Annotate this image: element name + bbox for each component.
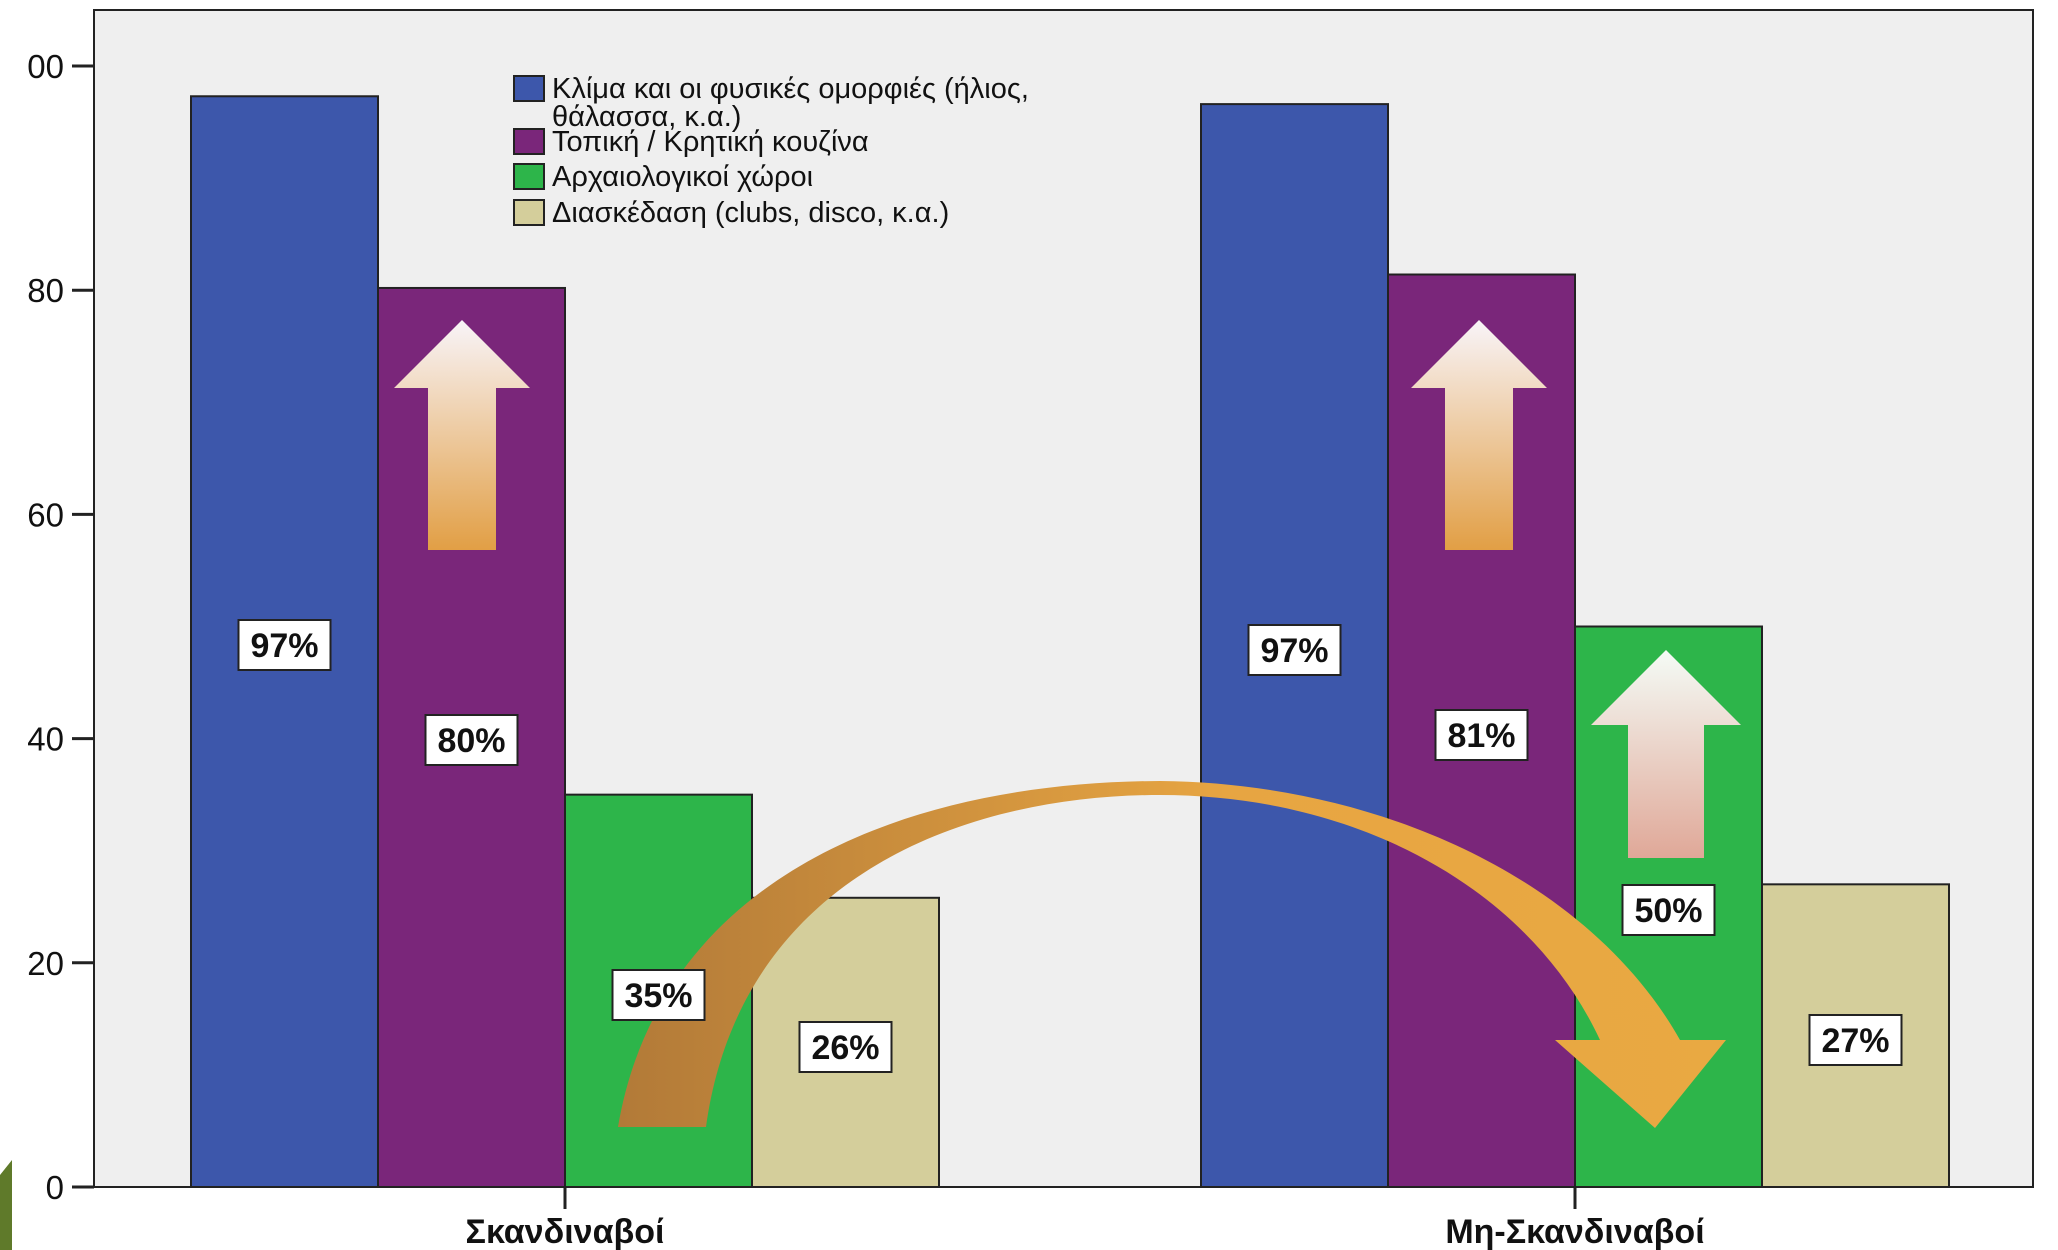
data-label: 97%: [1260, 632, 1328, 670]
y-tick-label: 20: [27, 945, 64, 982]
data-label-box: [798, 1021, 893, 1073]
data-label: 27%: [1821, 1022, 1889, 1060]
up-arrow-icon: [394, 320, 530, 550]
data-label-box: [1808, 1014, 1903, 1066]
legend-label: Κλίμα και οι φυσικές ομορφιές (ήλιος,: [552, 73, 1029, 105]
data-label-box: [1621, 884, 1716, 936]
legend-swatch: [513, 199, 545, 226]
y-tick-label: 40: [27, 721, 64, 758]
y-tick-label: 00: [27, 48, 64, 85]
x-category-label: Σκανδιναβοί: [466, 1213, 665, 1250]
data-label: 80%: [437, 722, 505, 760]
legend-swatch: [513, 128, 545, 155]
data-label: 50%: [1634, 892, 1702, 930]
data-label: 26%: [811, 1029, 879, 1067]
up-arrow-icon: [1591, 650, 1741, 858]
data-label: 81%: [1447, 717, 1515, 755]
legend-label: Τοπική / Κρητική κουζίνα: [552, 126, 869, 158]
y-tick-label: 0: [46, 1169, 64, 1206]
data-label-box: [611, 969, 706, 1021]
legend-swatch: [513, 163, 545, 190]
y-tick-label: 60: [27, 496, 64, 533]
legend-label: Διασκέδαση (clubs, disco, κ.α.): [552, 197, 949, 229]
legend-label: θάλασσα, κ.α.): [552, 101, 741, 133]
y-tick-label: 80: [27, 272, 64, 309]
data-label-box: [1247, 624, 1342, 676]
legend-swatch: [513, 75, 545, 102]
curved-arrow-icon: [618, 781, 1726, 1128]
data-label-box: [237, 619, 332, 671]
data-label-box: [424, 714, 519, 766]
data-label: 97%: [250, 627, 318, 665]
legend-label: Αρχαιολογικοί χώροι: [552, 161, 813, 193]
data-label: 35%: [624, 977, 692, 1015]
corner-stripe: [0, 1160, 12, 1250]
x-category-label: Μη-Σκανδιναβοί: [1445, 1213, 1704, 1250]
up-arrow-icon: [1411, 320, 1547, 550]
data-label-box: [1434, 709, 1529, 761]
